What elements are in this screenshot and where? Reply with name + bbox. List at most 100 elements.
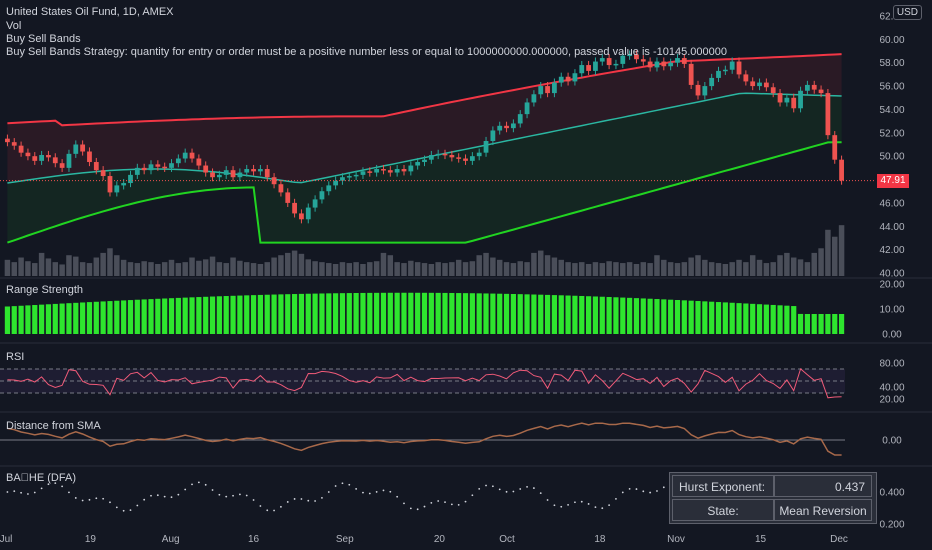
symbol-title[interactable]: United States Oil Fund, 1D, AMEX [6,6,174,18]
hurst-dot [238,493,241,496]
volume-bar [339,262,346,276]
candle-body [483,140,489,153]
hurst-dot [532,487,535,489]
range-strength-bar [640,298,646,334]
range-strength-bar [326,293,332,334]
hurst-dot [512,490,515,493]
hurst-dot [74,497,77,499]
volume-bar [681,262,688,276]
hurst-dot [362,491,364,494]
hurst-label: Hurst Exponent: [672,475,774,497]
hurst-dot [491,485,494,488]
vol-legend[interactable]: Vol [6,20,22,32]
candle-body [326,185,332,192]
state-label: State: [672,499,774,521]
hurst-value: 0.437 [774,475,872,497]
volume-bar [271,257,277,276]
rsi-tick: 20.00 [879,395,904,406]
volume-bar [702,259,708,276]
range-strength-bar [743,303,749,334]
bands-legend[interactable]: Buy Sell Bands [6,33,81,45]
candle-body [203,165,209,173]
candle-body [572,73,578,82]
range-strength-bar [408,292,414,334]
range-strength-bar [59,303,65,334]
hurst-dot [437,500,440,502]
hurst-dot [184,488,187,491]
last-price-tag: 47.91 [877,174,909,188]
volume-bar [291,250,298,276]
hurst-dot [553,504,556,507]
candle-body [825,93,831,136]
candle-body [757,82,762,87]
volume-bar [770,262,776,276]
range-strength-bar [312,293,318,334]
price-axis-tick: 50.00 [879,152,904,163]
volume-bar [18,257,24,276]
hurst-dot [307,499,310,502]
hurst-dot [129,509,132,512]
volume-bar [832,236,838,276]
range-strength-bar [702,301,708,334]
range-strength-bar [305,293,311,334]
range-strength-bar [784,305,790,334]
volume-bar [202,259,209,276]
range-strength-bar [654,299,660,334]
volume-bar [449,262,455,276]
range-strength-bar [469,293,475,334]
hurst-dot [375,491,378,493]
candle-body [709,77,715,87]
volume-bar [667,262,674,276]
time-axis-tick: 19 [85,534,97,545]
sma-distance-tick: 0.00 [882,436,902,447]
hurst-dot [225,495,228,498]
range-strength-bar [449,292,455,334]
range-strength-bar [346,293,352,334]
range-strength-bar [134,299,140,334]
hurst-dot [519,488,522,490]
range-strength-bar [627,297,633,334]
hurst-dot [615,497,617,500]
range-strength-title[interactable]: Range Strength [6,284,84,296]
range-strength-bar [661,299,667,334]
range-strength-bar [777,305,783,334]
candle-body [517,114,523,124]
rsi-line [7,368,842,399]
hurst-dot [409,507,412,510]
volume-bar [708,262,715,276]
currency-badge[interactable]: USD [892,5,922,20]
hurst-title[interactable]: BA HE (DFA) [6,472,76,484]
range-strength-bar [244,295,250,334]
rsi-title[interactable]: RSI [6,351,25,363]
range-strength-bar [613,297,619,334]
candle-body [381,169,386,171]
candle-body [360,171,366,175]
range-strength-bar [531,294,537,334]
candle-body [251,169,256,172]
hurst-dot [143,498,146,501]
hurst-dot [27,493,29,495]
volume-bar [367,262,373,276]
candle-body [497,125,503,131]
range-strength-bar [579,295,585,334]
range-strength-bar [394,292,400,334]
volume-bar [189,257,195,276]
hurst-dot [478,487,481,490]
volume-bar [606,261,612,276]
candle-body [175,158,181,164]
volume-bar [414,262,421,276]
state-value: Mean Reversion [774,499,872,521]
candle-body [292,202,297,214]
candle-body [565,76,571,82]
sma-distance-title[interactable]: Distance from SMA [6,420,101,432]
volume-bar [579,262,585,276]
volume-bar [729,262,735,276]
hurst-dot [546,499,549,501]
hurst-dot [13,490,16,493]
hurst-dot [115,506,118,509]
volume-bar [490,257,496,276]
volume-bar [209,256,216,276]
candle-body [524,102,530,115]
candle-body [155,164,161,167]
hurst-dot [170,496,173,499]
